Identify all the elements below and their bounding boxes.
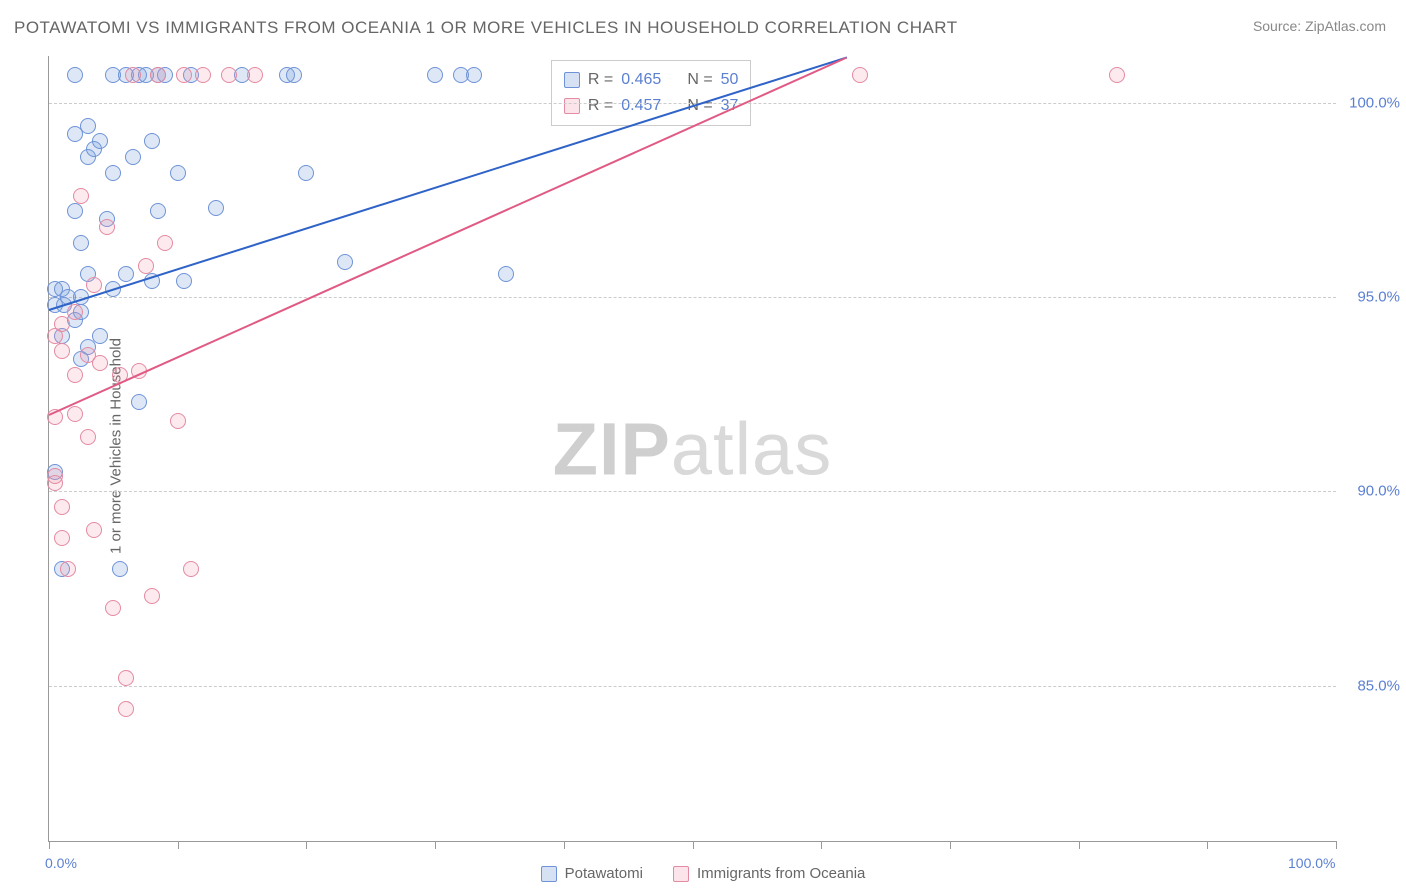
legend-label: Immigrants from Oceania xyxy=(697,865,865,882)
data-point xyxy=(67,367,83,383)
data-point xyxy=(73,188,89,204)
x-tick xyxy=(693,841,694,849)
data-point xyxy=(176,273,192,289)
n-label: N = xyxy=(687,67,712,93)
stats-legend: R =0.465N =50R =0.457N =37 xyxy=(551,60,752,126)
data-point xyxy=(99,219,115,235)
data-point xyxy=(80,429,96,445)
data-point xyxy=(67,67,83,83)
source-label: Source: ZipAtlas.com xyxy=(1253,18,1386,34)
data-point xyxy=(54,343,70,359)
data-point xyxy=(125,67,141,83)
y-tick-label: 100.0% xyxy=(1349,94,1400,111)
data-point xyxy=(176,67,192,83)
data-point xyxy=(498,266,514,282)
legend-swatch-icon xyxy=(564,98,580,114)
gridline xyxy=(49,686,1336,687)
data-point xyxy=(60,561,76,577)
data-point xyxy=(118,670,134,686)
data-point xyxy=(73,235,89,251)
data-point xyxy=(150,67,166,83)
data-point xyxy=(86,522,102,538)
x-tick xyxy=(950,841,951,849)
data-point xyxy=(118,266,134,282)
r-value: 0.465 xyxy=(621,67,661,93)
data-point xyxy=(247,67,263,83)
x-tick xyxy=(178,841,179,849)
legend-swatch-pink xyxy=(673,866,689,882)
data-point xyxy=(221,67,237,83)
data-point xyxy=(105,600,121,616)
data-point xyxy=(150,203,166,219)
gridline xyxy=(49,103,1336,104)
data-point xyxy=(67,304,83,320)
data-point xyxy=(157,235,173,251)
r-label: R = xyxy=(588,93,613,119)
x-tick xyxy=(1207,841,1208,849)
data-point xyxy=(170,165,186,181)
data-point xyxy=(1109,67,1125,83)
trend-line xyxy=(49,56,848,311)
gridline xyxy=(49,491,1336,492)
data-point xyxy=(54,499,70,515)
y-tick-label: 90.0% xyxy=(1357,483,1400,500)
x-tick xyxy=(1336,841,1337,849)
y-tick-label: 95.0% xyxy=(1357,288,1400,305)
data-point xyxy=(80,118,96,134)
data-point xyxy=(131,394,147,410)
plot-area: ZIPatlas R =0.465N =50R =0.457N =37 85.0… xyxy=(48,56,1336,842)
data-point xyxy=(298,165,314,181)
x-tick xyxy=(435,841,436,849)
chart-title: POTAWATOMI VS IMMIGRANTS FROM OCEANIA 1 … xyxy=(14,18,958,38)
data-point xyxy=(67,203,83,219)
data-point xyxy=(47,468,63,484)
series-legend: Potawatomi Immigrants from Oceania xyxy=(0,865,1406,882)
data-point xyxy=(466,67,482,83)
data-point xyxy=(54,316,70,332)
r-value: 0.457 xyxy=(621,93,661,119)
legend-label: Potawatomi xyxy=(565,865,643,882)
data-point xyxy=(92,355,108,371)
legend-item-oceania: Immigrants from Oceania xyxy=(673,865,865,882)
data-point xyxy=(86,277,102,293)
legend-swatch-icon xyxy=(564,72,580,88)
data-point xyxy=(105,165,121,181)
r-label: R = xyxy=(588,67,613,93)
data-point xyxy=(144,588,160,604)
data-point xyxy=(208,200,224,216)
watermark: ZIPatlas xyxy=(553,406,832,491)
gridline xyxy=(49,297,1336,298)
data-point xyxy=(92,133,108,149)
data-point xyxy=(138,258,154,274)
data-point xyxy=(92,328,108,344)
x-tick xyxy=(821,841,822,849)
data-point xyxy=(118,701,134,717)
legend-swatch-blue xyxy=(541,866,557,882)
y-tick-label: 85.0% xyxy=(1357,677,1400,694)
data-point xyxy=(125,149,141,165)
data-point xyxy=(337,254,353,270)
data-point xyxy=(286,67,302,83)
data-point xyxy=(852,67,868,83)
x-tick xyxy=(49,841,50,849)
stats-legend-row: R =0.457N =37 xyxy=(564,93,739,119)
data-point xyxy=(427,67,443,83)
stats-legend-row: R = 0.465 N = 50 xyxy=(564,67,739,93)
data-point xyxy=(67,406,83,422)
x-tick xyxy=(564,841,565,849)
data-point xyxy=(195,67,211,83)
x-tick xyxy=(1079,841,1080,849)
n-value: 50 xyxy=(721,67,739,93)
data-point xyxy=(170,413,186,429)
legend-item-potawatomi: Potawatomi xyxy=(541,865,643,882)
x-tick xyxy=(306,841,307,849)
data-point xyxy=(183,561,199,577)
data-point xyxy=(54,530,70,546)
data-point xyxy=(112,561,128,577)
data-point xyxy=(144,133,160,149)
